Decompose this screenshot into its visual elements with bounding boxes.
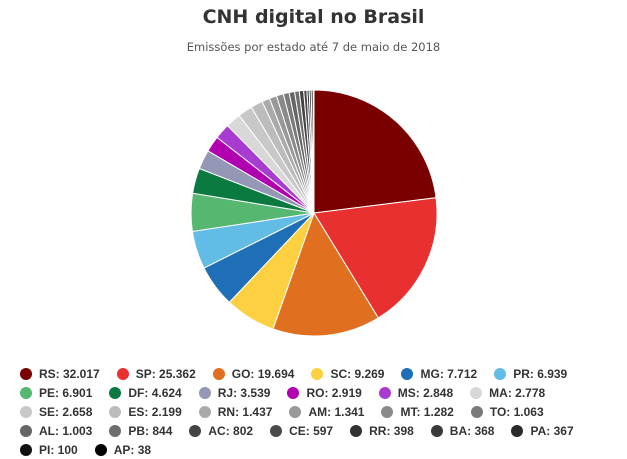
legend-marker [494,367,507,380]
legend-marker [20,386,32,399]
legend-item-rj[interactable]: RJ: 3.539 [198,383,271,402]
legend-label: RO: 2.919 [306,385,362,400]
legend-marker [289,405,302,418]
legend-item-al[interactable]: AL: 1.003 [20,421,92,440]
legend-item-ba[interactable]: BA: 368 [430,421,495,440]
legend-label: PE: 6.901 [39,385,93,400]
legend-marker [378,386,391,399]
legend-item-ms[interactable]: MS: 2.848 [378,383,454,402]
legend-label: RN: 1.437 [217,404,273,419]
legend-label: SE: 2.658 [39,404,93,419]
legend-marker [20,443,32,456]
legend-label: DF: 4.624 [128,385,182,400]
legend-item-ro[interactable]: RO: 2.919 [287,383,362,402]
legend-item-sp[interactable]: SP: 25.362 [116,364,196,383]
legend-marker [109,405,122,418]
legend-marker [311,367,324,380]
legend-item-df[interactable]: DF: 4.624 [109,383,182,402]
legend-label: AM: 1.341 [308,404,365,419]
legend-item-to[interactable]: TO: 1.063 [470,402,544,421]
chart-title: CNH digital no Brasil [202,6,425,28]
legend-marker [109,386,122,399]
legend-marker [20,367,32,380]
legend-marker [470,386,483,399]
legend-marker [116,367,129,380]
legend-marker [198,386,211,399]
legend-marker [287,386,300,399]
legend-item-rn[interactable]: RN: 1.437 [198,402,273,421]
legend-label: BA: 368 [449,423,495,438]
legend-label: PB: 844 [128,423,173,438]
legend-label: PA: 367 [530,423,574,438]
legend-item-ce[interactable]: CE: 597 [270,421,333,440]
chart-subtitle: Emissões por estado até 7 de maio de 201… [186,40,441,54]
legend-marker [511,424,524,437]
legend-item-mt[interactable]: MT: 1.282 [381,402,454,421]
legend-marker [94,443,107,456]
legend-marker [470,405,483,418]
legend-marker [381,405,394,418]
legend-label: SC: 9.269 [330,366,385,381]
legend-label: MA: 2.778 [489,385,546,400]
legend-item-rr[interactable]: RR: 398 [350,421,414,440]
legend-item-pb[interactable]: PB: 844 [109,421,172,440]
legend-item-es[interactable]: ES: 2.199 [109,402,182,421]
legend-item-sc[interactable]: SC: 9.269 [311,364,384,383]
legend-marker [198,405,211,418]
legend-marker [270,424,283,437]
legend-item-go[interactable]: GO: 19.694 [212,364,295,383]
legend-label: GO: 19.694 [231,366,295,381]
legend-marker [212,367,225,380]
pie-slice-rs[interactable] [313,89,437,214]
legend-label: MS: 2.848 [397,385,454,400]
legend-marker [350,424,363,437]
legend-label: AL: 1.003 [39,423,93,438]
legend-marker [109,424,122,437]
legend-label: AC: 802 [208,423,254,438]
legend-label: PR: 6.939 [513,366,568,381]
pie-chart [190,89,438,337]
legend-label: AP: 38 [113,442,152,457]
legend-item-se[interactable]: SE: 2.658 [20,402,92,421]
legend-item-pe[interactable]: PE: 6.901 [20,383,92,402]
legend-label: TO: 1.063 [489,404,544,419]
pie-slice-sp[interactable] [313,197,438,319]
legend-label: RR: 398 [369,423,414,438]
legend-item-mg[interactable]: MG: 7.712 [401,364,477,383]
legend-marker [430,424,443,437]
legend: RS: 32.017 SP: 25.362 GO: 19.694 SC: 9.269 M… [20,364,620,459]
legend-item-ap[interactable]: AP: 38 [94,440,152,459]
pie-slice-go[interactable] [272,211,379,337]
legend-label: ES: 2.199 [128,404,182,419]
legend-item-rs[interactable]: RS: 32.017 [20,364,100,383]
legend-label: MT: 1.282 [400,404,454,419]
legend-label: PI: 100 [39,442,78,457]
legend-label: SP: 25.362 [135,366,196,381]
legend-marker [20,405,32,418]
legend-marker [20,424,32,437]
legend-item-ma[interactable]: MA: 2.778 [470,383,545,402]
legend-marker [401,367,414,380]
legend-label: RJ: 3.539 [217,385,271,400]
legend-item-ac[interactable]: AC: 802 [189,421,253,440]
legend-item-am[interactable]: AM: 1.341 [289,402,364,421]
legend-label: MG: 7.712 [420,366,478,381]
legend-item-pr[interactable]: PR: 6.939 [494,364,567,383]
legend-label: CE: 597 [289,423,334,438]
legend-marker [189,424,202,437]
legend-item-pa[interactable]: PA: 367 [511,421,574,440]
legend-item-pi[interactable]: PI: 100 [20,440,78,459]
legend-label: RS: 32.017 [39,366,100,381]
